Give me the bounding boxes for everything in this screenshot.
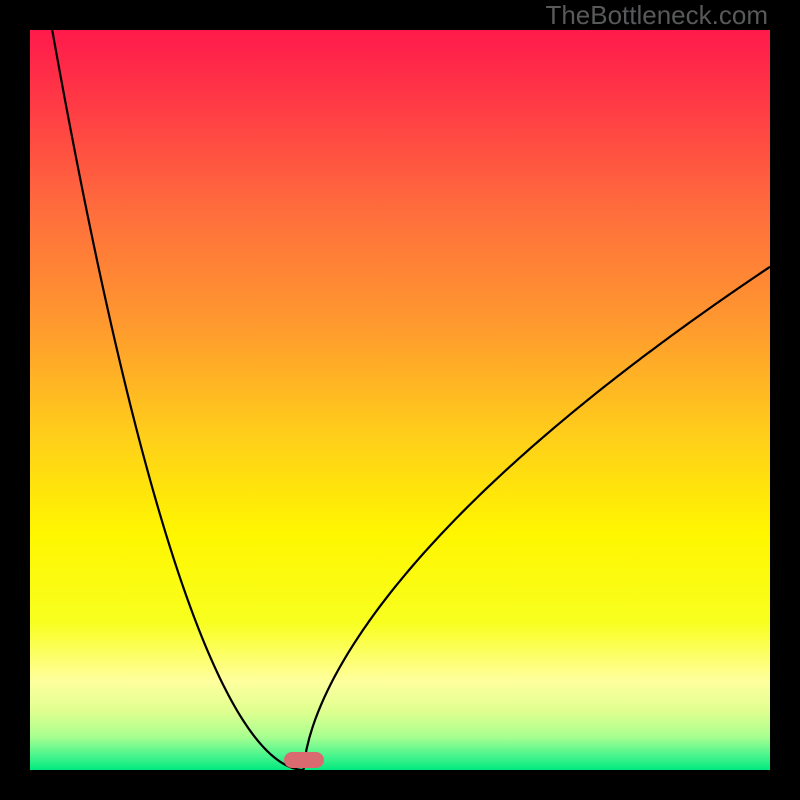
watermark-text: TheBottleneck.com [545,0,768,31]
gradient-background [30,30,770,770]
minimum-marker [284,752,324,768]
chart-container: TheBottleneck.com [0,0,800,800]
bottleneck-chart [30,30,770,770]
